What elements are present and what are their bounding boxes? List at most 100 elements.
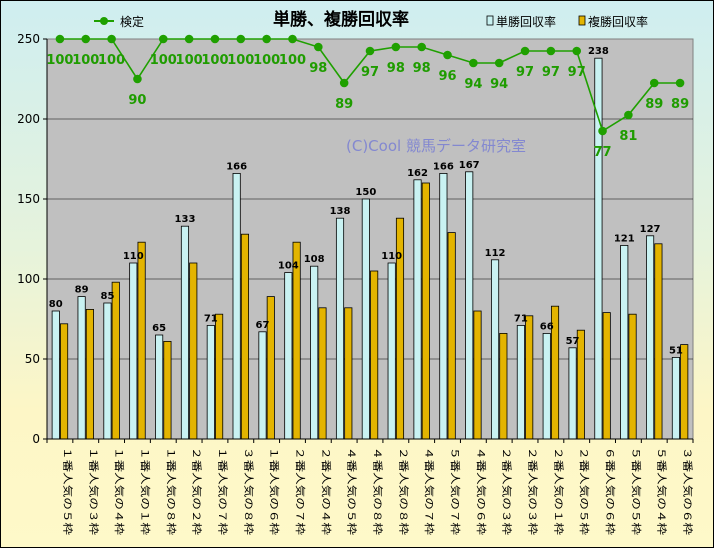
x-category-label: ２番人気の７枠 [294, 447, 307, 535]
bar-tansho [439, 172, 448, 440]
bar-value-label: 71 [204, 313, 218, 324]
line-point [339, 78, 349, 88]
bar-fukusho [215, 313, 224, 440]
line-value-label: 100 [46, 53, 73, 68]
line-point [107, 34, 116, 44]
x-category-label: ５番人気の５枠 [629, 447, 642, 535]
line-point [598, 126, 607, 136]
x-category-label: ４番人気の７枠 [423, 447, 436, 535]
bar-value-label: 138 [330, 206, 351, 217]
legend: 検定 単勝回収率 複勝回収率 [94, 14, 648, 29]
legend-label-fukusho: 複勝回収率 [588, 14, 648, 29]
line-value-label: 90 [128, 93, 146, 108]
line-point [391, 42, 401, 52]
line-point [236, 34, 246, 44]
bar-tansho [77, 296, 86, 440]
y-tick-label: 0 [32, 432, 40, 446]
bar-fukusho [240, 233, 250, 440]
bar-tansho [258, 331, 267, 440]
x-category-label: ５番人気の７枠 [449, 447, 462, 535]
y-axis: 0 50 100 150 200 250 [17, 32, 48, 446]
bar-value-label: 166 [226, 161, 247, 172]
line-point [443, 50, 452, 60]
x-category-label: １番人気の６枠 [268, 447, 281, 535]
x-category-label: ４番人気の８枠 [371, 447, 384, 535]
line-point [520, 46, 530, 56]
y-tick-label: 200 [17, 112, 40, 126]
bar-tansho [232, 172, 241, 440]
plot-area [46, 38, 694, 440]
bar-tansho [671, 356, 680, 440]
x-category-label: ２番人気の５枠 [578, 447, 591, 535]
bar-value-label: 110 [123, 251, 144, 262]
bar-fukusho [111, 281, 120, 440]
x-category-label: ３番人気の８枠 [242, 447, 255, 535]
bar-value-label: 57 [566, 336, 580, 347]
x-category-label: ２番人気の８枠 [397, 447, 410, 535]
line-value-label: 100 [253, 53, 280, 68]
x-category-label: １番人気の８枠 [164, 447, 177, 535]
bar-tansho [206, 324, 215, 440]
line-value-label: 94 [490, 77, 508, 92]
bar-fukusho [473, 310, 482, 440]
bar-tansho [465, 171, 474, 440]
line-point [81, 34, 91, 44]
line-point [546, 46, 556, 56]
bar-fukusho [654, 243, 663, 440]
bar-fukusho [421, 182, 430, 440]
line-value-label: 100 [72, 53, 99, 68]
line-value-label: 89 [645, 97, 663, 112]
bar-fukusho [292, 241, 301, 440]
line-point [184, 34, 194, 44]
line-value-label: 100 [227, 53, 254, 68]
line-point [469, 58, 478, 68]
legend-line-marker-icon [100, 17, 108, 25]
line-value-label: 97 [542, 65, 560, 80]
bar-value-label: 150 [355, 187, 376, 198]
bar-value-label: 108 [304, 254, 325, 265]
bar-tansho [594, 57, 603, 440]
bar-value-label: 133 [175, 214, 196, 225]
line-point [365, 46, 375, 56]
line-point [55, 34, 65, 44]
line-point [494, 58, 504, 68]
line-value-label: 77 [594, 145, 612, 160]
x-category-label: ５番人気の４枠 [655, 447, 668, 535]
x-category-label: ２番人気の２枠 [190, 447, 203, 535]
bar-tansho [103, 302, 112, 440]
line-value-label: 98 [413, 61, 431, 76]
bar-fukusho [344, 307, 353, 440]
bar-tansho [490, 259, 500, 440]
bar-tansho [413, 179, 422, 440]
gridlines [47, 118, 693, 360]
x-category-label: １番人気の５枠 [61, 447, 74, 535]
line-value-label: 100 [201, 53, 228, 68]
bar-fukusho [525, 315, 534, 440]
x-category-label: ２番人気の４枠 [319, 447, 332, 535]
y-tick-label: 150 [17, 192, 40, 206]
legend-label-line: 検定 [120, 14, 144, 29]
x-category-label: １番人気の４枠 [113, 447, 126, 535]
bar-fukusho [499, 332, 508, 440]
x-category-label: １番人気の３枠 [87, 447, 100, 535]
bar-value-label: 110 [381, 251, 402, 262]
x-category-label: ２番人気の３枠 [526, 447, 539, 535]
line-point [262, 34, 271, 44]
bar-fukusho [266, 296, 275, 440]
bar-fukusho [137, 241, 146, 440]
bar-fukusho [628, 313, 637, 440]
x-category-label: ２番人気の３枠 [500, 447, 513, 535]
line-value-label: 97 [361, 65, 379, 80]
line-value-label: 94 [464, 77, 482, 92]
bar-fukusho [680, 344, 689, 440]
line-value-label: 96 [438, 69, 456, 84]
bar-tansho [310, 265, 319, 440]
x-category-label: １番人気の７枠 [216, 447, 229, 535]
bar-fukusho [189, 262, 198, 440]
line-point [288, 34, 297, 44]
bar-value-label: 238 [588, 46, 609, 57]
x-category-label: ３番人気の６枠 [681, 447, 694, 535]
bar-fukusho [602, 312, 611, 440]
line-point [572, 46, 582, 56]
